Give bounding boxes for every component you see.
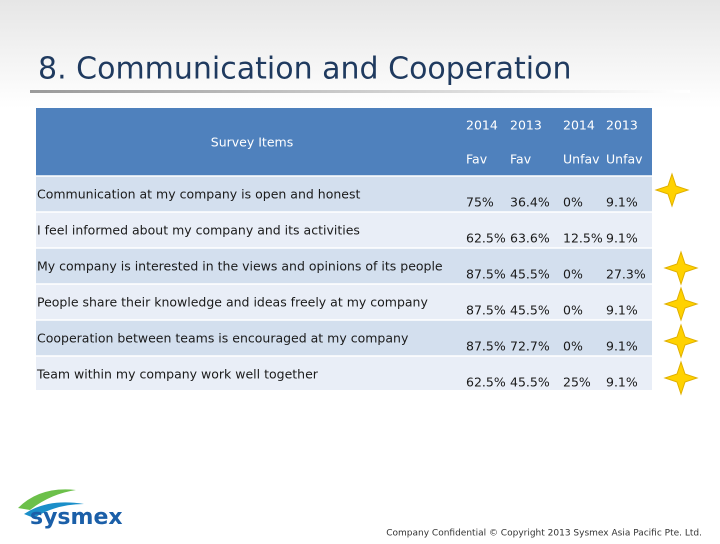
row-bg	[36, 248, 652, 284]
row-value: 45.5%	[510, 303, 550, 318]
row-value: 12.5%	[563, 231, 603, 246]
header-kind: Unfav	[606, 152, 643, 167]
star-icon	[663, 250, 699, 286]
row-value: 27.3%	[606, 267, 646, 282]
row-value: 0%	[563, 195, 583, 210]
row-value: 72.7%	[510, 339, 550, 354]
row-item: I feel informed about my company and its…	[37, 223, 360, 238]
logo-swoosh	[24, 502, 84, 518]
row-value: 62.5%	[466, 375, 506, 390]
row-value: 62.5%	[466, 231, 506, 246]
row-value: 25%	[563, 375, 591, 390]
star-icon	[663, 360, 699, 396]
row-value: 9.1%	[606, 303, 638, 318]
row-bg	[36, 176, 652, 212]
slide-title: 8. Communication and Cooperation	[38, 52, 571, 87]
row-bg	[36, 212, 652, 248]
header-year: 2013	[510, 118, 542, 133]
logo-text: sysmex	[30, 505, 123, 530]
star-icon	[663, 286, 699, 322]
table: Survey Items 2014 Fav 2013 Fav 2014 Unfav 2013 U…	[36, 118, 652, 390]
row-item: Cooperation between teams is encouraged …	[37, 331, 409, 346]
row-bg	[36, 320, 652, 356]
row-value: 87.5%	[466, 267, 506, 282]
row-value: 45.5%	[510, 267, 550, 282]
star-icon	[654, 172, 690, 208]
row-value: 36.4%	[510, 195, 550, 210]
row-value: 75%	[466, 195, 494, 210]
header-year: 2013	[606, 118, 638, 133]
logo: sysmex	[18, 489, 123, 530]
row-item: People share their knowledge and ideas f…	[37, 295, 428, 310]
header-kind: Unfav	[563, 152, 600, 167]
row-value: 87.5%	[466, 303, 506, 318]
row-value: 9.1%	[606, 339, 638, 354]
title-rule	[30, 90, 690, 93]
copyright: Company Confidential © Copyright 2013 Sy…	[386, 529, 702, 539]
header-kind: Fav	[510, 152, 532, 167]
row-value: 0%	[563, 339, 583, 354]
row-bg	[36, 356, 652, 390]
row-value: 0%	[563, 267, 583, 282]
row-value: 87.5%	[466, 339, 506, 354]
row-bg	[36, 284, 652, 320]
row-item: Team within my company work well togethe…	[36, 367, 319, 382]
row-value: 0%	[563, 303, 583, 318]
table-header-bg	[36, 108, 652, 176]
row-value: 45.5%	[510, 375, 550, 390]
row-value: 9.1%	[606, 195, 638, 210]
header-item: Survey Items	[211, 135, 293, 150]
row-value: 9.1%	[606, 375, 638, 390]
row-value: 63.6%	[510, 231, 550, 246]
row-value: 9.1%	[606, 231, 638, 246]
row-item: Communication at my company is open and …	[37, 187, 360, 202]
header-year: 2014	[563, 118, 595, 133]
logo-swoosh	[18, 489, 76, 510]
header-kind: Fav	[466, 152, 488, 167]
row-item: My company is interested in the views an…	[37, 259, 443, 274]
header-year: 2014	[466, 118, 498, 133]
star-icon	[663, 323, 699, 359]
